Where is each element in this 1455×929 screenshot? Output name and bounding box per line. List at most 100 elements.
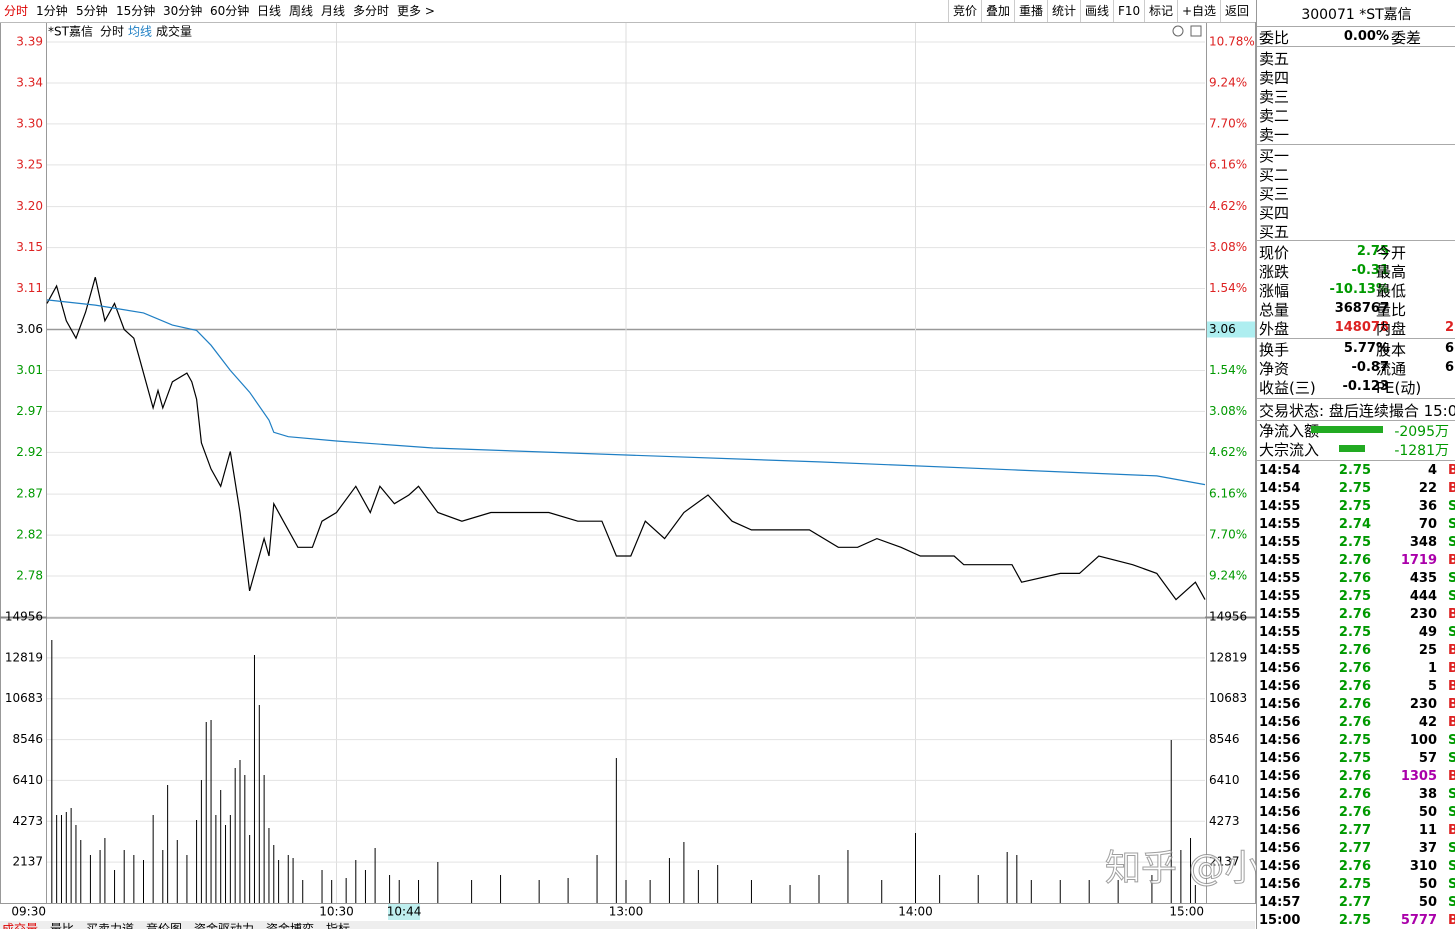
tab[interactable]: 更多 > bbox=[397, 4, 435, 18]
y2-tick-label: 3.08% bbox=[1209, 240, 1247, 254]
label: 今开 bbox=[1376, 244, 1407, 262]
label: 股本 bbox=[1376, 341, 1407, 359]
trade-time: 14:55 bbox=[1259, 517, 1301, 532]
label: 外盘 bbox=[1259, 320, 1290, 338]
trade-volume: 36 bbox=[1418, 499, 1437, 514]
tool[interactable]: +自选 bbox=[1177, 0, 1220, 22]
tool[interactable]: 画线 bbox=[1080, 0, 1113, 22]
y2-tick-label: 7.70% bbox=[1209, 117, 1247, 131]
label: 现价 bbox=[1259, 244, 1290, 262]
value: -1281万 bbox=[1394, 443, 1449, 459]
tool[interactable]: F10 bbox=[1113, 0, 1144, 22]
y2-tick-label: 6.16% bbox=[1209, 158, 1247, 172]
y2-tick-label: 4.62% bbox=[1209, 445, 1247, 459]
flow-bar bbox=[1339, 445, 1365, 452]
tab[interactable]: 15分钟 bbox=[116, 4, 156, 18]
zoom-icon[interactable] bbox=[1172, 25, 1184, 37]
trade-time: 14:55 bbox=[1259, 571, 1301, 586]
trade-volume: 348 bbox=[1409, 535, 1437, 550]
trade-volume: 57 bbox=[1418, 751, 1437, 766]
label: 委差 bbox=[1391, 29, 1422, 47]
legend-entry[interactable]: 分时 bbox=[100, 25, 124, 39]
label: 流通 bbox=[1376, 360, 1407, 378]
trade-time: 14:56 bbox=[1259, 679, 1301, 694]
x-tick-label: 13:00 bbox=[609, 905, 644, 919]
trade-price: 2.76 bbox=[1338, 769, 1371, 784]
trade-volume: 37 bbox=[1418, 841, 1437, 856]
trade-side: S bbox=[1448, 787, 1455, 802]
trade-volume: 1305 bbox=[1400, 769, 1437, 784]
trade-volume: 22 bbox=[1418, 481, 1437, 496]
label: 净流入额 bbox=[1259, 422, 1320, 440]
trade-side: S bbox=[1448, 841, 1455, 856]
settings-icon[interactable] bbox=[1190, 25, 1202, 37]
book-level: 买三 bbox=[1259, 185, 1290, 203]
value: -0.87 bbox=[1351, 360, 1389, 375]
label: 换手 bbox=[1259, 341, 1290, 359]
label: PE(动) bbox=[1376, 379, 1422, 397]
book-level: 买五 bbox=[1259, 223, 1290, 241]
trade-volume: 50 bbox=[1418, 805, 1437, 820]
trade-time: 14:55 bbox=[1259, 553, 1301, 568]
tab[interactable]: 周线 bbox=[289, 4, 314, 18]
book-level: 卖五 bbox=[1259, 50, 1290, 68]
x-tick-label: 15:00 bbox=[1169, 905, 1204, 919]
bottom-tab[interactable]: 量比 bbox=[50, 922, 75, 929]
bottom-tab[interactable]: 成交量 bbox=[2, 922, 39, 929]
y2-tick-label: 9.24% bbox=[1209, 568, 1247, 582]
tab[interactable]: 30分钟 bbox=[163, 4, 203, 18]
bottom-tab[interactable]: 资金博弈 bbox=[266, 922, 315, 929]
value: 6 bbox=[1445, 360, 1455, 375]
trade-time: 14:56 bbox=[1259, 733, 1301, 748]
trade-time: 14:57 bbox=[1259, 895, 1301, 910]
trade-price: 2.77 bbox=[1338, 895, 1371, 910]
y2-tick-label: 1.54% bbox=[1209, 281, 1247, 295]
tool[interactable]: 竞价 bbox=[948, 0, 981, 22]
trade-price: 2.76 bbox=[1338, 679, 1371, 694]
tab[interactable]: 5分钟 bbox=[76, 4, 108, 18]
trade-side: B bbox=[1448, 679, 1455, 694]
tab[interactable]: 多分时 bbox=[353, 4, 390, 18]
y-tick-label: 3.25 bbox=[16, 157, 43, 171]
tool[interactable]: 重播 bbox=[1014, 0, 1047, 22]
y2-tick-label: 4273 bbox=[1209, 814, 1240, 828]
tool[interactable]: 返回 bbox=[1220, 0, 1253, 22]
trade-time: 14:54 bbox=[1259, 481, 1301, 496]
tool[interactable]: 统计 bbox=[1047, 0, 1080, 22]
y-tick-label: 3.30 bbox=[16, 116, 43, 130]
tab[interactable]: 月线 bbox=[321, 4, 346, 18]
y-tick-label: 2.82 bbox=[16, 528, 43, 542]
separator bbox=[1257, 240, 1455, 241]
trade-volume: 5 bbox=[1427, 679, 1437, 694]
bottom-tab[interactable]: 指标 bbox=[326, 922, 351, 929]
trade-price: 2.75 bbox=[1338, 751, 1371, 766]
tool[interactable]: 标记 bbox=[1144, 0, 1177, 22]
toolbar: 分时 1分钟 5分钟 15分钟 30分钟 60分钟 日线 周线 月线 多分时 更多 > 返回 +自选 标记… bbox=[0, 0, 1255, 23]
legend-entry[interactable]: 均线 bbox=[128, 25, 152, 39]
x-tick-label: 14:00 bbox=[898, 905, 933, 919]
value: -0.31 bbox=[1351, 263, 1389, 278]
y2-tick-label: 10.78% bbox=[1209, 35, 1255, 49]
tab[interactable]: 60分钟 bbox=[210, 4, 250, 18]
tab[interactable]: 1分钟 bbox=[36, 4, 68, 18]
trade-price: 2.77 bbox=[1338, 823, 1371, 838]
trade-volume: 435 bbox=[1409, 571, 1437, 586]
trade-price: 2.77 bbox=[1338, 841, 1371, 856]
trade-price: 2.76 bbox=[1338, 697, 1371, 712]
value: 0.00% bbox=[1343, 29, 1389, 44]
trade-time: 14:56 bbox=[1259, 823, 1301, 838]
bottom-tab[interactable]: 买卖力道 bbox=[86, 922, 135, 929]
legend-entry[interactable]: 成交量 bbox=[156, 24, 192, 39]
tab[interactable]: 分时 bbox=[4, 4, 29, 18]
bottom-tab[interactable]: 竞价图 bbox=[146, 922, 183, 929]
y-tick-label: 3.20 bbox=[16, 199, 43, 213]
tool[interactable]: 叠加 bbox=[981, 0, 1014, 22]
trade-side: S bbox=[1448, 895, 1455, 910]
flow-bar bbox=[1311, 426, 1383, 433]
cursor-label: 10:44 bbox=[387, 905, 422, 919]
trade-side: S bbox=[1448, 499, 1455, 514]
tab[interactable]: 日线 bbox=[257, 4, 282, 18]
bottom-tab[interactable]: 资金驱动力 bbox=[194, 922, 255, 929]
trade-price: 2.75 bbox=[1338, 499, 1371, 514]
book-level: 买二 bbox=[1259, 166, 1290, 184]
